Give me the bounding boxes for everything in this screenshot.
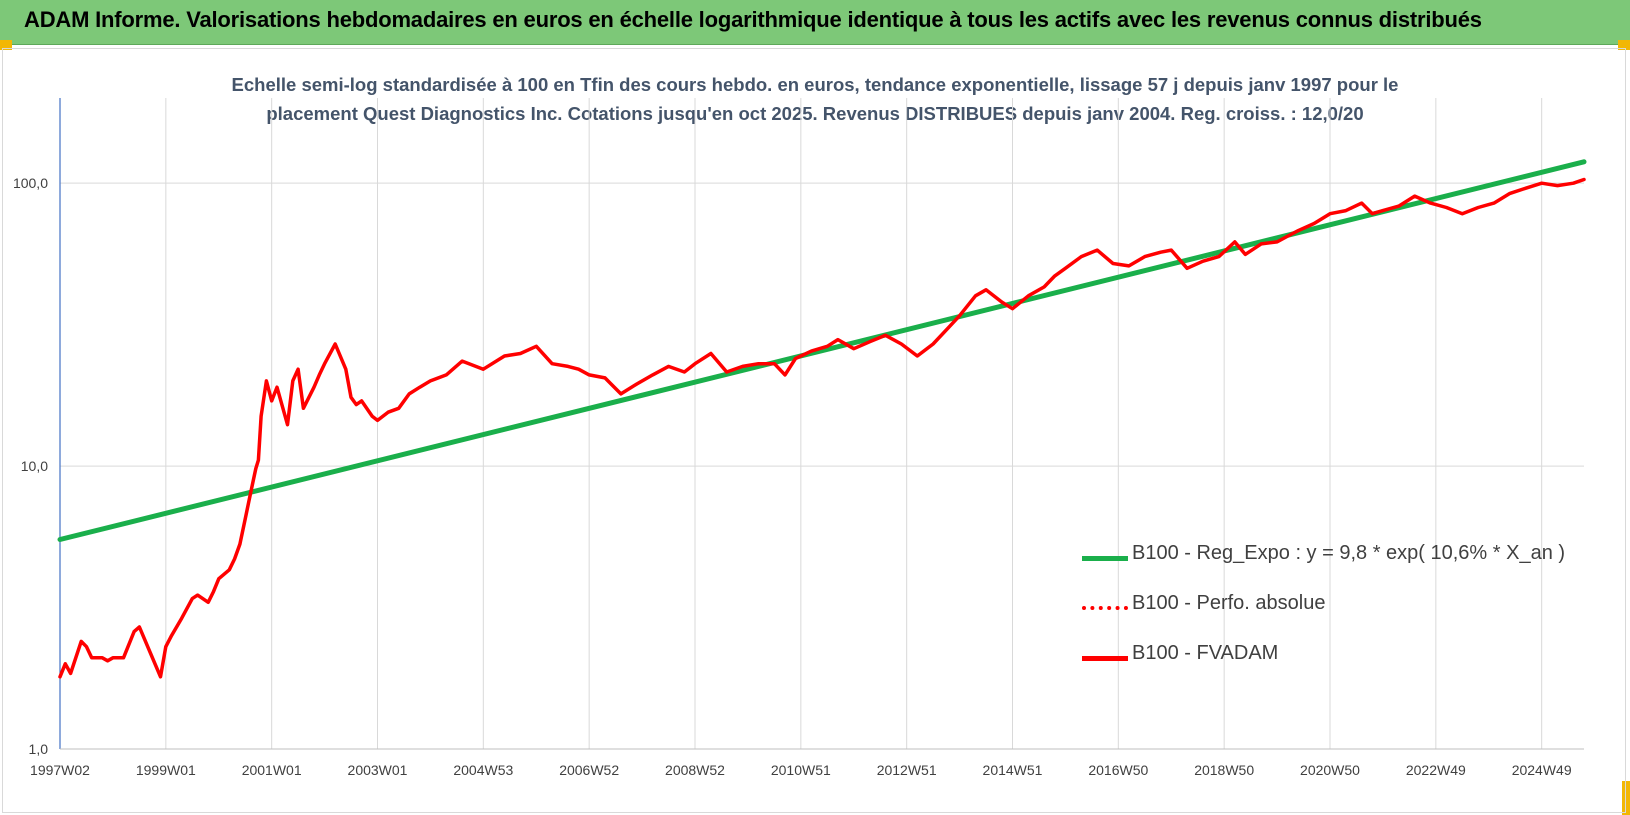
x-tick-label: 2012W51 [877, 762, 937, 778]
x-tick-label: 2008W52 [665, 762, 725, 778]
x-tick-label: 2001W01 [242, 762, 302, 778]
legend-swatch-regression [1082, 556, 1128, 561]
series-line-fvadam [58, 177, 1586, 679]
corner-marker-bottom-right [1622, 781, 1630, 815]
x-tick-label: 2024W49 [1512, 762, 1572, 778]
header-banner: ADAM Informe. Valorisations hebdomadaire… [0, 0, 1630, 45]
y-tick-label: 1,0 [29, 741, 49, 757]
chart-title-line-2: placement Quest Diagnostics Inc. Cotatio… [266, 103, 1364, 124]
x-tick-label: 1999W01 [136, 762, 196, 778]
chart-frame [2, 48, 1626, 813]
y-tick-label: 10,0 [21, 458, 48, 474]
chart-title-line-1: Echelle semi-log standardisée à 100 en T… [231, 74, 1399, 95]
corner-marker-left [0, 40, 12, 50]
x-tick-label: 2010W51 [771, 762, 831, 778]
corner-marker-right [1618, 40, 1630, 50]
legend-label-perfo-absolue: B100 - Perfo. absolue [1132, 592, 1326, 614]
legend-swatch-fvadam [1082, 656, 1128, 661]
x-tick-label: 2018W50 [1194, 762, 1254, 778]
x-tick-label: 2003W01 [348, 762, 408, 778]
legend-label-fvadam: B100 - FVADAM [1132, 642, 1279, 664]
legend-swatch-perfo-absolue [1082, 606, 1128, 610]
x-tick-label: 2016W50 [1088, 762, 1148, 778]
legend-label-regression: B100 - Reg_Expo : y = 9,8 * exp( 10,6% *… [1132, 542, 1566, 564]
x-tick-label: 2014W51 [983, 762, 1043, 778]
chart-title: Echelle semi-log standardisée à 100 en T… [0, 70, 1630, 128]
y-tick-label: 100,0 [13, 175, 48, 191]
page-title: ADAM Informe. Valorisations hebdomadaire… [24, 7, 1482, 32]
x-tick-label: 2020W50 [1300, 762, 1360, 778]
x-tick-label: 2022W49 [1406, 762, 1466, 778]
x-tick-label: 1997W02 [30, 762, 90, 778]
x-tick-label: 2004W53 [453, 762, 513, 778]
x-tick-label: 2006W52 [559, 762, 619, 778]
series-line-regression [57, 159, 1587, 542]
